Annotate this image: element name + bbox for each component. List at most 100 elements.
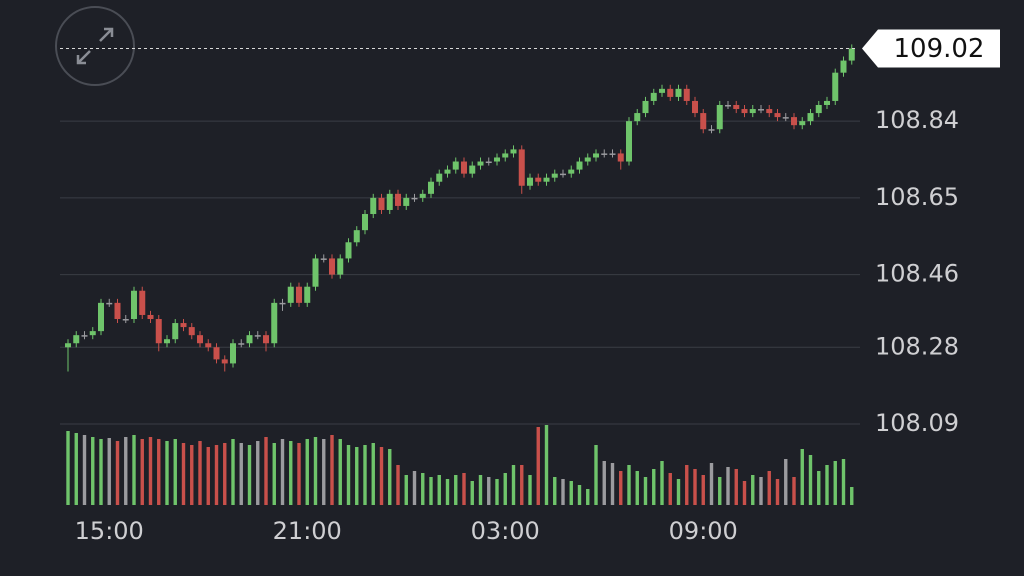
candle-body <box>428 181 434 194</box>
candle-body <box>708 129 715 131</box>
volume-bar <box>297 443 301 505</box>
expand-circle[interactable] <box>55 6 135 86</box>
volume-bar <box>107 438 111 505</box>
volume-bar <box>808 455 813 505</box>
volume-bar <box>165 441 169 505</box>
candle-body <box>65 343 71 348</box>
volume-bar <box>742 481 747 505</box>
volume-bar <box>610 463 615 505</box>
candle-body <box>626 121 632 162</box>
candle-body <box>197 335 203 344</box>
candle-body <box>221 359 228 364</box>
volume-bar <box>355 447 359 505</box>
candle-body <box>815 104 822 114</box>
volume-bar <box>767 471 771 505</box>
volume-bar <box>82 435 87 505</box>
expand-button[interactable] <box>55 6 135 86</box>
volume-bar <box>833 461 837 505</box>
candle-body <box>725 104 731 107</box>
candle-body <box>230 343 236 364</box>
volume-bar <box>685 465 689 505</box>
y-tick-label: 108.46 <box>875 260 959 288</box>
volume-bar <box>775 479 780 505</box>
volume-bar <box>140 439 144 505</box>
volume-bar <box>503 473 507 505</box>
volume-bar <box>602 461 606 505</box>
volume-bar <box>412 471 417 505</box>
volume-bar <box>718 477 722 505</box>
volume-bar <box>586 489 590 505</box>
x-tick-label: 21:00 <box>273 517 342 545</box>
last-price-label: 109.02 <box>894 34 985 64</box>
volume-bar <box>709 463 714 505</box>
expand-icon[interactable] <box>76 27 114 65</box>
volume-bar <box>132 435 136 505</box>
candle-body <box>403 197 410 206</box>
candle-body <box>238 343 245 345</box>
candle-body <box>650 92 657 101</box>
volume-bar <box>115 441 120 505</box>
candle-body <box>543 177 550 182</box>
volume-bar <box>520 465 524 505</box>
volume-bar <box>173 439 177 505</box>
candle-body <box>518 149 525 186</box>
candle-body <box>139 290 146 315</box>
volume-bar <box>99 439 103 505</box>
volume-bar <box>363 445 367 505</box>
candle-body <box>246 335 253 344</box>
volume-bar <box>379 447 384 505</box>
candle-body <box>477 161 484 166</box>
candle-body <box>535 177 542 182</box>
volume-bar <box>305 439 309 505</box>
volume-bar <box>792 477 796 505</box>
candle-body <box>263 335 269 344</box>
candle-body <box>106 302 113 305</box>
volume-bar <box>478 475 483 505</box>
candle-body <box>568 169 575 174</box>
volume-bar <box>800 449 804 505</box>
candle-body <box>683 88 690 101</box>
volume-bar <box>643 477 648 505</box>
volume-bar <box>239 443 243 505</box>
x-tick-label: 15:00 <box>75 517 144 545</box>
candle-body <box>551 173 558 178</box>
volume-bar <box>66 431 70 505</box>
candle-body <box>782 117 789 119</box>
candle-body <box>576 161 583 170</box>
candle-body <box>147 314 154 320</box>
candle-body <box>411 197 418 200</box>
candle-body <box>832 72 839 101</box>
volume-bar <box>74 433 78 505</box>
candle-body <box>172 323 179 340</box>
volume-bar <box>396 465 400 505</box>
candle-body <box>791 117 797 126</box>
volume-bar <box>330 435 334 505</box>
volume-bar <box>421 473 425 505</box>
volume-bar <box>198 441 202 505</box>
volume-bar <box>734 469 738 505</box>
candle-body <box>824 100 830 105</box>
volume-bar <box>511 465 516 505</box>
candle-body <box>584 157 591 162</box>
candle-body <box>774 113 781 118</box>
volume-bar <box>495 479 499 505</box>
volume-bar <box>322 439 326 505</box>
candle-body <box>378 197 385 210</box>
candle-body <box>848 48 855 61</box>
volume-bar <box>594 445 598 505</box>
candle-body <box>741 109 748 114</box>
candle-body <box>296 286 302 303</box>
volume-bar <box>371 443 375 505</box>
candle-body <box>419 193 426 198</box>
candle-body <box>205 343 212 348</box>
volume-bar <box>487 477 491 505</box>
candle-body <box>180 323 187 328</box>
candle-body <box>692 100 698 114</box>
volume-bar <box>660 461 664 505</box>
candle-body <box>155 319 162 344</box>
volume-bar <box>437 475 441 505</box>
candle-body <box>609 153 616 155</box>
candle-body <box>122 319 129 321</box>
volume-bar <box>429 477 433 505</box>
